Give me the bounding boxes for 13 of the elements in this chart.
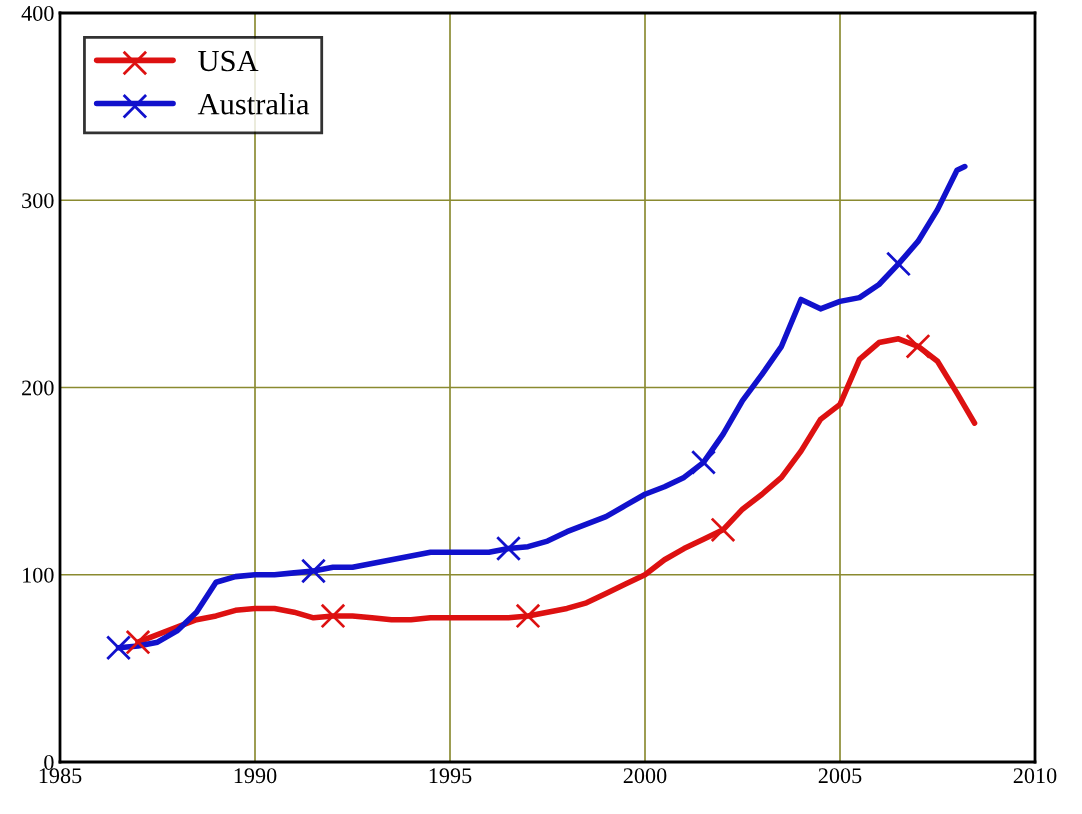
y-tick-label: 100 — [23, 567, 54, 583]
legend-label: Australia — [197, 93, 310, 115]
y-tick-label: 200 — [22, 380, 54, 396]
x-tick-label: 1985 — [39, 768, 82, 784]
x-tick-label: 1995 — [429, 768, 472, 784]
y-tick-label: 300 — [22, 193, 54, 209]
legend-label: USA — [198, 50, 259, 72]
x-tick-label: 2000 — [623, 768, 667, 784]
x-tick-label: 1990 — [234, 768, 277, 784]
y-tick-label: 0 — [44, 754, 54, 770]
x-tick-label: 2005 — [818, 768, 862, 784]
x-tick-label: 2010 — [1013, 768, 1057, 784]
y-tick-label: 400 — [21, 5, 54, 21]
